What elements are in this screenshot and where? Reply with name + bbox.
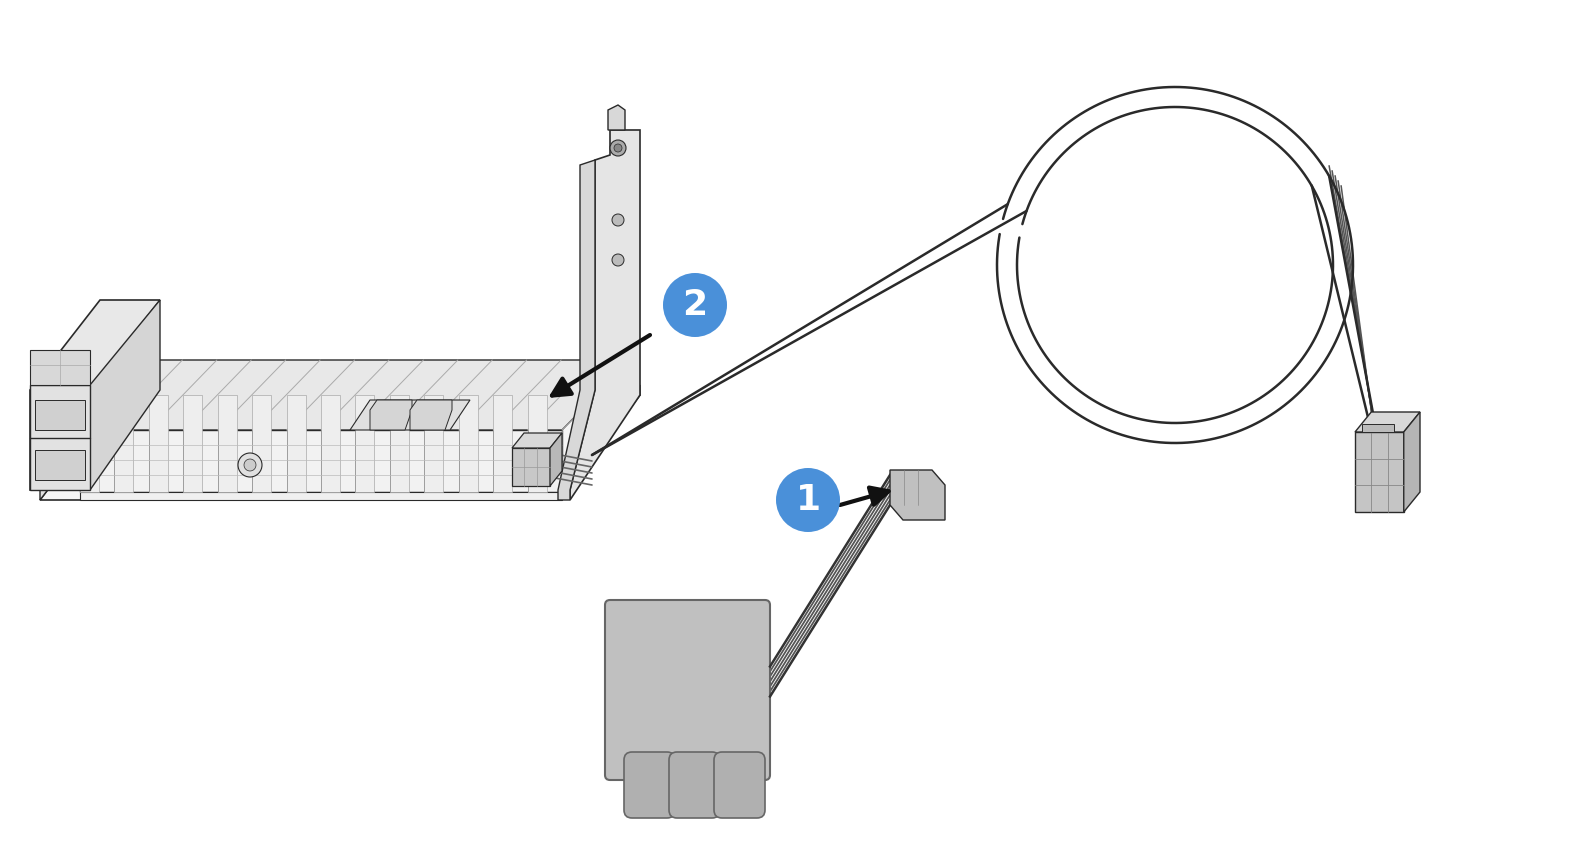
Polygon shape [512, 448, 550, 486]
Polygon shape [356, 395, 375, 492]
Polygon shape [217, 395, 236, 492]
Polygon shape [80, 395, 99, 492]
Polygon shape [570, 130, 639, 500]
Polygon shape [890, 470, 945, 520]
Polygon shape [287, 395, 306, 492]
Polygon shape [39, 395, 639, 500]
Polygon shape [350, 400, 469, 430]
Polygon shape [458, 395, 477, 492]
Circle shape [238, 453, 261, 477]
Circle shape [614, 144, 622, 152]
Polygon shape [80, 430, 562, 492]
Polygon shape [183, 395, 202, 492]
Polygon shape [39, 385, 120, 500]
Circle shape [663, 273, 728, 337]
Polygon shape [608, 105, 625, 130]
FancyBboxPatch shape [713, 752, 765, 818]
Polygon shape [1361, 424, 1394, 432]
Polygon shape [35, 450, 85, 480]
Polygon shape [252, 395, 271, 492]
Polygon shape [391, 395, 410, 492]
Polygon shape [30, 385, 90, 490]
FancyBboxPatch shape [624, 752, 676, 818]
FancyBboxPatch shape [669, 752, 720, 818]
Polygon shape [80, 492, 562, 500]
Polygon shape [1354, 412, 1421, 432]
Polygon shape [90, 300, 161, 490]
FancyBboxPatch shape [605, 600, 770, 780]
Text: 1: 1 [795, 483, 821, 517]
Circle shape [613, 214, 624, 226]
Polygon shape [528, 395, 547, 492]
Polygon shape [370, 400, 413, 430]
Polygon shape [35, 400, 85, 430]
Polygon shape [424, 395, 443, 492]
Polygon shape [558, 160, 595, 500]
Circle shape [610, 140, 625, 156]
Circle shape [244, 459, 257, 471]
Polygon shape [512, 433, 562, 448]
Polygon shape [1403, 412, 1421, 512]
Polygon shape [115, 395, 134, 492]
Circle shape [776, 468, 839, 532]
Polygon shape [561, 385, 639, 500]
Polygon shape [550, 433, 562, 486]
Polygon shape [30, 350, 90, 385]
Polygon shape [410, 400, 452, 430]
Text: 2: 2 [682, 288, 707, 322]
Polygon shape [1354, 432, 1403, 512]
Polygon shape [150, 395, 169, 492]
Polygon shape [80, 360, 630, 430]
Polygon shape [493, 395, 512, 492]
Polygon shape [321, 395, 340, 492]
Polygon shape [30, 300, 161, 490]
Circle shape [613, 254, 624, 266]
